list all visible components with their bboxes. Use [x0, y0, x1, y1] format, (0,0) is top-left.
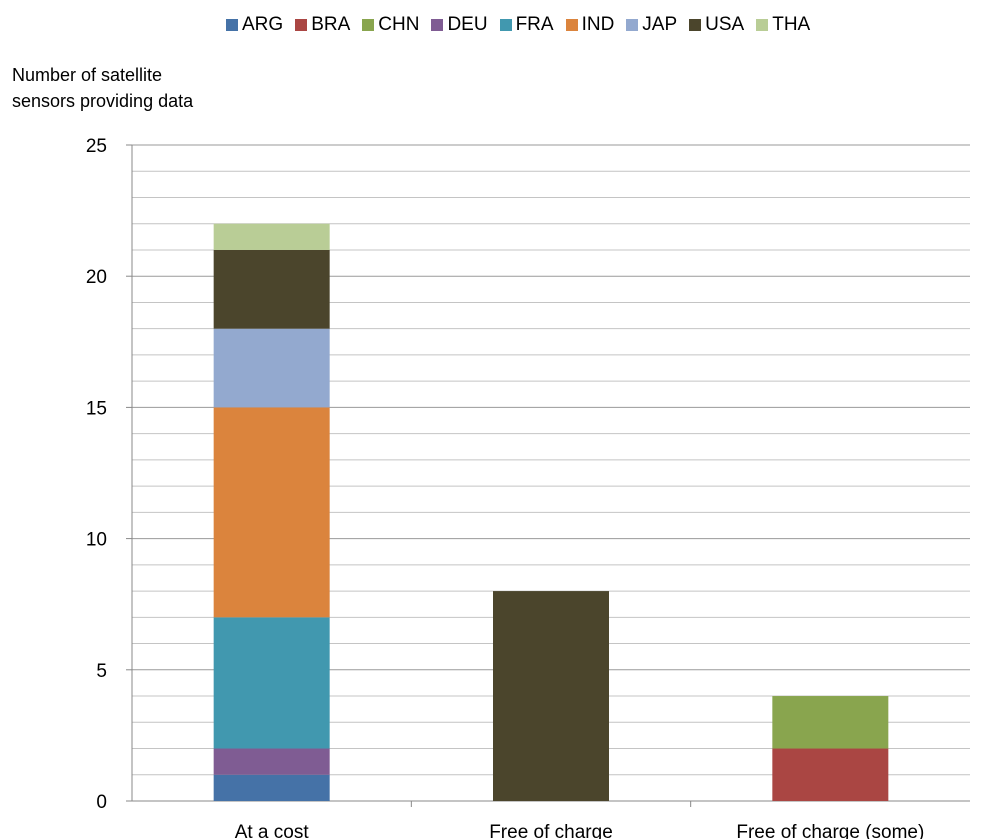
legend-label: BRA [311, 14, 351, 35]
bar-segment-fra [213, 617, 330, 749]
legend: ARG BRA CHN DEU FRA IND JAP USA THA [226, 14, 822, 36]
legend-item-jap: JAP [626, 14, 677, 36]
legend-label: USA [705, 14, 745, 35]
legend-swatch [499, 19, 512, 31]
x-tick-label: At a cost [235, 822, 310, 839]
x-tick-label: Free of charge (some) [736, 822, 924, 839]
y-axis-label: Number of satellite sensors providing da… [12, 62, 272, 114]
legend-label: JAP [642, 14, 678, 35]
bar-segment-usa [213, 249, 330, 329]
bar-segment-ind [213, 407, 330, 618]
legend-swatch [362, 19, 375, 31]
y-axis-label-line-1: Number of satellite [12, 65, 163, 85]
legend-label: DEU [447, 14, 488, 35]
legend-item-usa: USA [689, 14, 744, 36]
legend-swatch [431, 19, 444, 31]
bar-segment-arg [213, 774, 330, 801]
bar-segment-jap [213, 328, 330, 408]
legend-swatch [626, 19, 639, 31]
y-tick-label: 20 [86, 267, 107, 288]
legend-swatch [565, 19, 578, 31]
x-tick-label: Free of charge [489, 822, 613, 839]
legend-swatch [295, 19, 308, 31]
legend-swatch [226, 19, 238, 31]
bar-segment-usa [493, 591, 609, 801]
legend-label: IND [581, 14, 615, 35]
legend-swatch [756, 19, 769, 31]
y-tick-label: 5 [96, 661, 107, 682]
y-tick-label: 25 [86, 136, 107, 157]
legend-label: ARG [242, 14, 284, 35]
bar-segment-chn [772, 696, 889, 749]
legend-label: THA [772, 14, 811, 35]
bar-segment-tha [213, 223, 330, 250]
legend-item-deu: DEU [431, 14, 488, 36]
bar-segment-bra [772, 748, 889, 801]
y-tick-label: 0 [96, 792, 107, 813]
y-tick-label: 15 [86, 398, 107, 419]
y-tick-label: 10 [86, 530, 107, 551]
legend-item-tha: THA [756, 14, 810, 36]
legend-label: FRA [515, 14, 554, 35]
y-axis-label-line-2: sensors providing data [12, 91, 194, 111]
bar-segment-deu [213, 748, 330, 775]
legend-item-bra: BRA [295, 14, 350, 36]
legend-item-ind: IND [565, 14, 615, 36]
legend-item-fra: FRA [499, 14, 554, 36]
legend-swatch [689, 19, 702, 31]
legend-item-chn: CHN [362, 14, 419, 36]
legend-item-arg: ARG [226, 14, 283, 36]
legend-label: CHN [378, 14, 420, 35]
